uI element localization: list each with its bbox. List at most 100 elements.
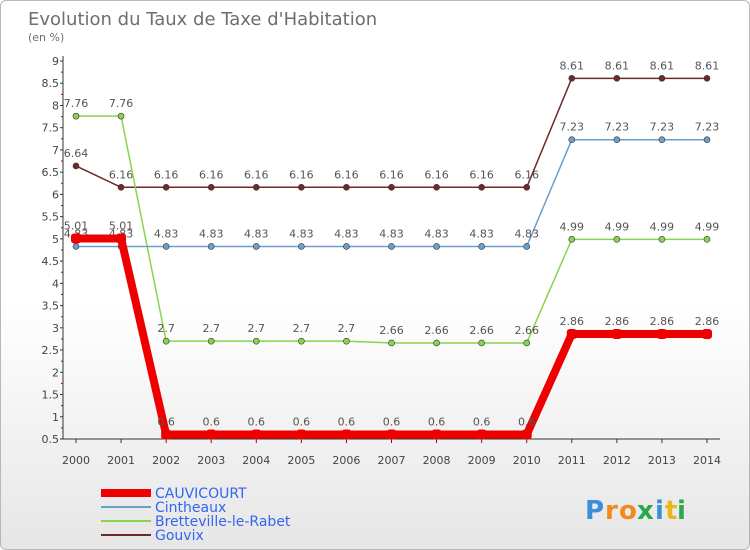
data-point bbox=[162, 243, 170, 250]
data-point bbox=[568, 236, 576, 243]
data-point bbox=[207, 337, 215, 345]
y-tick-label: 5 bbox=[52, 233, 59, 246]
data-point bbox=[252, 183, 260, 191]
logo-letter: i bbox=[655, 496, 664, 526]
data-label: 0.6 bbox=[157, 416, 175, 429]
data-label: 8.61 bbox=[695, 59, 720, 72]
data-label: 2.66 bbox=[469, 324, 494, 337]
data-point bbox=[251, 429, 262, 440]
y-tick-label: 7.5 bbox=[42, 122, 60, 135]
data-point bbox=[341, 429, 352, 440]
data-point bbox=[433, 183, 440, 191]
data-point bbox=[72, 112, 80, 120]
data-label: 7.23 bbox=[605, 121, 630, 134]
x-tick-label: 2013 bbox=[648, 454, 676, 467]
data-label: 6.16 bbox=[244, 168, 269, 181]
y-tick-label: 8 bbox=[52, 99, 59, 112]
data-label: 4.83 bbox=[379, 227, 404, 240]
data-point bbox=[658, 136, 666, 144]
series-gouvix: 6.64 6.16 6.16 6.16 6.16 6.16 6.16 6.16 6.16 6.16… bbox=[64, 59, 720, 191]
data-point bbox=[433, 339, 440, 347]
legend-label: Cintheaux bbox=[155, 500, 226, 516]
data-point bbox=[207, 243, 215, 250]
data-label: 4.83 bbox=[244, 227, 269, 240]
logo-letter: t bbox=[665, 496, 677, 526]
x-tick-label: 2004 bbox=[242, 454, 270, 467]
data-label: 8.61 bbox=[605, 59, 630, 72]
data-label: 0.6 bbox=[248, 416, 266, 429]
data-label: 7.23 bbox=[560, 121, 585, 134]
data-point bbox=[343, 337, 350, 345]
y-tick-label: 4.5 bbox=[42, 255, 60, 268]
y-tick-label: 6.5 bbox=[42, 166, 60, 179]
chart-subtitle: (en %) bbox=[28, 31, 64, 44]
data-label: 4.83 bbox=[199, 227, 224, 240]
y-tick-label: 0.5 bbox=[42, 433, 60, 446]
legend-label: CAUVICOURT bbox=[155, 486, 247, 502]
data-point bbox=[703, 236, 711, 243]
data-label: 8.61 bbox=[560, 59, 585, 72]
logo-letter: i bbox=[677, 496, 686, 526]
data-label: 4.99 bbox=[695, 220, 720, 233]
data-point bbox=[252, 337, 260, 345]
data-point bbox=[478, 183, 485, 191]
data-point bbox=[117, 112, 125, 120]
data-point bbox=[161, 429, 172, 440]
data-label: 2.7 bbox=[293, 322, 311, 335]
data-point bbox=[388, 243, 395, 250]
data-point bbox=[703, 136, 711, 144]
y-tick-label: 1.5 bbox=[42, 389, 60, 402]
chart-title: Evolution du Taux de Taxe d'Habitation bbox=[28, 9, 377, 30]
x-tick-label: 2006 bbox=[332, 454, 360, 467]
legend-item: Bretteville-le-Rabet bbox=[101, 514, 291, 530]
data-point bbox=[343, 183, 350, 191]
data-label: 6.16 bbox=[289, 168, 314, 181]
data-point bbox=[162, 337, 170, 345]
y-tick-label: 7 bbox=[52, 144, 59, 157]
data-label: 0.6 bbox=[202, 416, 220, 429]
data-point bbox=[613, 236, 621, 243]
data-point bbox=[298, 337, 305, 345]
data-label: 8.61 bbox=[650, 59, 675, 72]
data-point bbox=[523, 243, 531, 250]
data-label: 0.6 bbox=[473, 416, 491, 429]
data-point bbox=[568, 136, 576, 144]
data-point bbox=[72, 243, 80, 250]
series-cauvicourt: 5.01 5.01 0.6 0.6 0.6 0.6 0.6 0.6 0.6 0.6 0.6 2.86 2… bbox=[64, 219, 720, 440]
data-label: 4.83 bbox=[514, 227, 539, 240]
data-label: 2.7 bbox=[248, 322, 266, 335]
data-label: 4.99 bbox=[650, 220, 675, 233]
x-tick-label: 2007 bbox=[378, 454, 406, 467]
data-point bbox=[343, 243, 350, 250]
data-label: 4.83 bbox=[334, 227, 359, 240]
data-label: 4.83 bbox=[289, 227, 314, 240]
data-point bbox=[478, 243, 485, 250]
data-label: 6.16 bbox=[514, 168, 539, 181]
data-label: 2.86 bbox=[695, 315, 720, 328]
data-point bbox=[658, 75, 666, 82]
data-point bbox=[476, 429, 487, 440]
data-point bbox=[116, 233, 127, 244]
data-label: 2.86 bbox=[650, 315, 675, 328]
data-point bbox=[521, 429, 532, 440]
data-point bbox=[478, 339, 485, 347]
legend-item: Gouvix bbox=[101, 528, 204, 544]
data-point bbox=[117, 183, 125, 191]
data-point bbox=[613, 136, 621, 144]
x-tick-label: 2012 bbox=[603, 454, 631, 467]
y-tick-label: 3 bbox=[52, 322, 59, 335]
data-label: 0.6 bbox=[293, 416, 311, 429]
y-tick-label: 1 bbox=[52, 411, 59, 424]
data-point bbox=[207, 183, 215, 191]
legend-item: Cintheaux bbox=[101, 500, 226, 516]
data-label: 0.6 bbox=[428, 416, 446, 429]
data-point bbox=[656, 329, 667, 340]
data-label: 6.16 bbox=[424, 168, 449, 181]
data-point bbox=[206, 429, 217, 440]
data-label: 0.6 bbox=[383, 416, 401, 429]
series-cintheaux: 4.834.834.834.834.834.834.834.834.834.83… bbox=[64, 121, 719, 250]
data-point bbox=[298, 183, 305, 191]
x-tick-label: 2002 bbox=[152, 454, 180, 467]
data-point bbox=[613, 75, 621, 82]
